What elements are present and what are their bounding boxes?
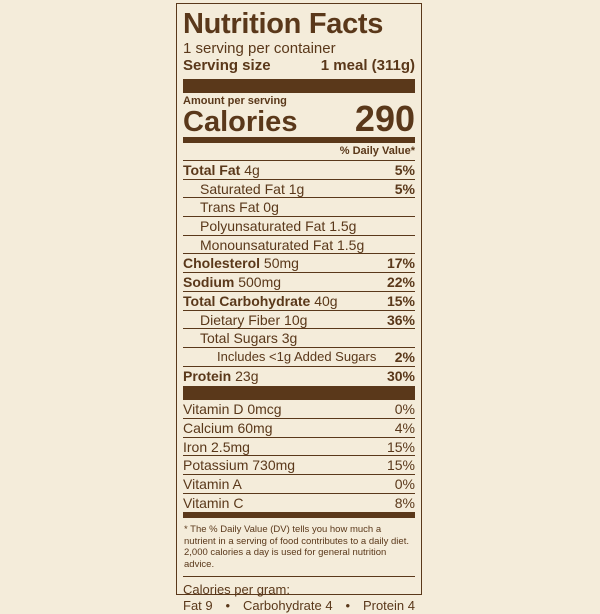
vitamin-dv: 15% [386,457,415,474]
nutrient-row-protein: Protein 23g 30% [183,367,415,386]
vitamin-name: Calcium 60mg [183,419,273,436]
calories-value: 290 [354,98,415,139]
vitamin-name: Vitamin C [183,494,244,511]
vitamin-dv: 0% [394,401,415,418]
calories-per-gram: Calories per gram: Fat 9 • Carbohydrate … [183,582,415,614]
nutrient-row-monounsaturated-fat: Monounsaturated Fat 1.5g [183,236,415,255]
cpg-protein: Protein 4 [362,598,415,614]
nutrient-row-dietary-fiber: Dietary Fiber 10g 36% [183,311,415,330]
amount-per-serving: Amount per serving [183,95,287,107]
calories-per-gram-values: Fat 9 • Carbohydrate 4 • Protein 4 [183,598,415,614]
vitamin-dv: 4% [394,419,415,436]
calories-row: Calories 290 [183,101,415,138]
nutrient-name: Trans Fat [200,199,260,216]
nutrient-name: Saturated Fat [200,180,285,197]
vitamin-row-vitamin-d: Vitamin D 0mcg 0% [183,400,415,419]
nutrient-name: Dietary Fiber [200,311,281,328]
vitamin-dv: 0% [394,476,415,492]
nutrient-amount: 1.5g [329,218,357,235]
nutrient-row-polyunsaturated-fat: Polyunsaturated Fat 1.5g [183,217,415,236]
nutrient-name: Includes <1g Added Sugars [217,348,377,364]
nutrient-row-total-sugars: Total Sugars 3g [183,329,415,348]
label-title: Nutrition Facts [183,8,384,40]
vitamin-row-iron: Iron 2.5mg 15% [183,438,415,457]
nutrient-name: Cholesterol [183,255,261,272]
nutrient-name: Monounsaturated Fat [200,236,334,253]
nutrient-dv: 5% [394,162,415,178]
nutrient-dv: 17% [386,255,415,272]
nutrient-row-saturated-fat: Saturated Fat 1g 5% [183,180,415,199]
nutrient-row-sodium: Sodium 500mg 22% [183,273,415,292]
nutrient-row-trans-fat: Trans Fat 0g [183,198,415,218]
nutrient-name: Total Fat [183,162,241,178]
calories-per-gram-label: Calories per gram: [183,582,290,598]
nutrient-dv: 15% [386,292,415,309]
nutrient-name: Total Sugars [200,330,278,347]
nutrient-name: Total Carbohydrate [183,292,311,309]
nutrient-row-total-carbohydrate: Total Carbohydrate 40g 15% [183,292,415,311]
nutrient-amount: 4g [244,162,260,178]
nutrient-amount: 50mg [263,255,299,272]
nutrient-dv: 30% [386,367,415,384]
bottom-divider [183,512,415,519]
nutrient-amount: 3g [281,330,298,347]
nutrient-amount: 500mg [238,274,282,291]
cpg-separator: • [345,598,351,614]
nutrient-name: Sodium [183,274,235,291]
thick-divider [183,386,415,401]
nutrient-row-cholesterol: Cholesterol 50mg 17% [183,254,415,274]
nutrient-dv: 5% [394,180,415,197]
serving-size-value: 1 meal (311g) [320,57,415,74]
vitamin-row-calcium: Calcium 60mg 4% [183,419,415,438]
vitamin-row-vitamin-a: Vitamin A 0% [183,475,415,494]
vitamin-name: Vitamin D 0mcg [183,401,282,418]
cpg-separator: • [225,598,231,614]
serving-size-label: Serving size [183,57,271,74]
cpg-fat: Fat 9 [183,598,213,614]
nutrient-amount: 23g [235,367,259,384]
nutrition-facts-panel: Nutrition Facts 1 serving per container … [176,3,422,613]
nutrient-amount: 10g [284,311,308,328]
nutrient-dv: 36% [386,311,415,328]
nutrient-dv: 22% [386,274,415,291]
daily-value-header: % Daily Value* [183,143,415,161]
nutrient-amount: 1g [288,180,305,197]
servings-per-container: 1 serving per container [183,40,336,57]
nutrient-amount: 0g [263,199,279,216]
nutrient-name: Protein [183,367,232,384]
thick-divider [183,79,415,93]
vitamin-row-potassium: Potassium 730mg 15% [183,456,415,475]
serving-size-row: Serving size 1 meal (311g) [183,57,415,75]
nutrient-row-total-fat: Total Fat 4g 5% [183,161,415,180]
medium-divider [183,137,415,143]
nutrient-amount: 1.5g [336,236,365,253]
vitamin-dv: 8% [394,494,415,511]
nutrient-amount: 40g [314,292,338,309]
nutrient-row-added-sugars: Includes <1g Added Sugars 2% [183,348,415,367]
daily-value-footnote: * The % Daily Value (DV) tells you how m… [184,524,409,570]
nutrient-dv: 2% [394,348,415,365]
vitamin-name: Iron 2.5mg [183,438,250,455]
footnote-divider [183,576,415,578]
vitamin-dv: 15% [386,438,415,455]
calories-label: Calories [183,106,298,138]
vitamin-name: Vitamin A [183,476,242,492]
cpg-carbohydrate: Carbohydrate 4 [242,598,333,614]
nutrient-name: Polyunsaturated Fat [200,218,326,235]
vitamin-row-vitamin-c: Vitamin C 8% [183,494,415,513]
vitamin-name: Potassium 730mg [183,457,296,474]
